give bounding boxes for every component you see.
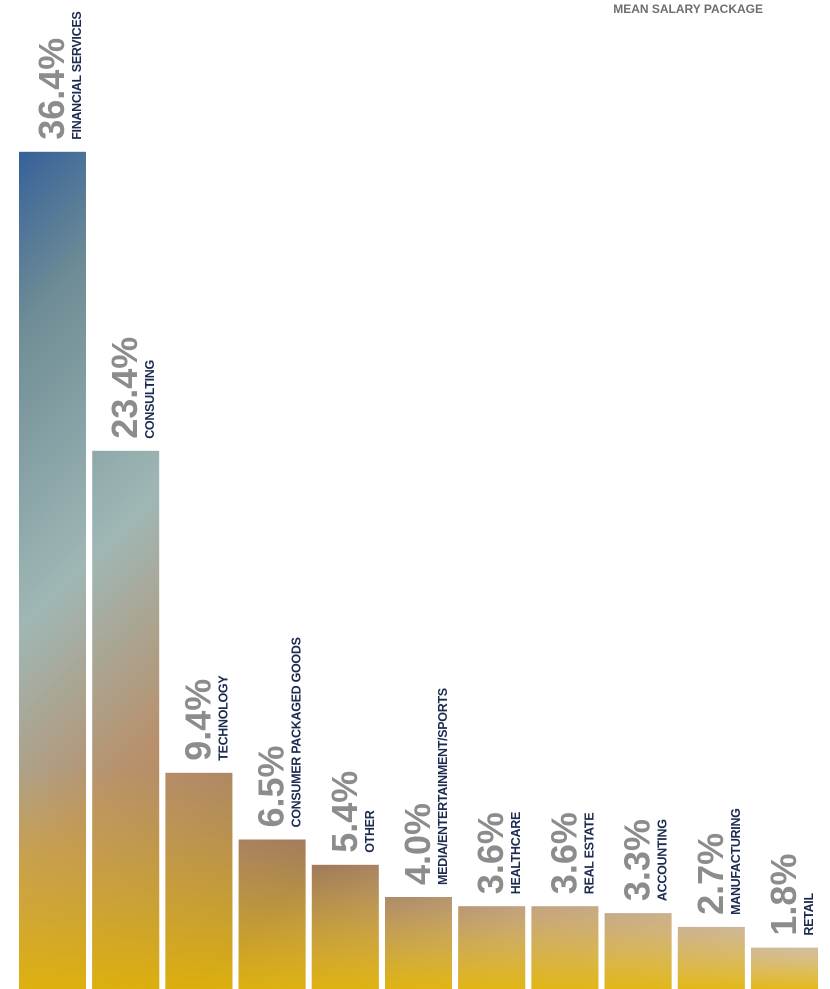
bar-flowers	[531, 906, 599, 989]
value-label: 23.4%	[104, 337, 145, 439]
value-label: 9.4%	[177, 679, 218, 761]
category-label: MEDIA/ENTERTAINMENT/SPORTS	[436, 688, 450, 885]
category-label: OTHER	[363, 810, 377, 853]
bar-flowers	[385, 897, 452, 989]
category-label: CONSUMER PACKAGED GOODS	[290, 637, 304, 827]
category-label: REAL ESTATE	[582, 813, 596, 894]
category-label: ACCOUNTING	[656, 819, 670, 901]
bar-flowers	[604, 913, 672, 989]
bar-flowers	[751, 947, 818, 989]
bar-flowers	[677, 926, 745, 989]
bar-flowers	[165, 772, 233, 989]
bar-flowers	[311, 864, 379, 989]
value-label: 36.4%	[31, 38, 72, 140]
category-label: FINANCIAL SERVICES	[70, 12, 84, 140]
bar-flowers	[19, 769, 86, 989]
bar-flowers	[92, 769, 160, 989]
value-label: 4.0%	[397, 803, 438, 885]
value-label: 3.3%	[617, 819, 658, 901]
value-label: 2.7%	[690, 833, 731, 915]
category-label: CONSULTING	[143, 360, 157, 439]
category-label: MANUFACTURING	[729, 808, 743, 915]
value-label: 3.6%	[543, 812, 584, 894]
category-label: RETAIL	[802, 893, 816, 936]
value-label: 1.8%	[763, 854, 804, 936]
bar-flowers	[458, 906, 526, 989]
value-label: 6.5%	[251, 745, 292, 827]
category-label: TECHNOLOGY	[216, 675, 230, 761]
value-label: 5.4%	[324, 771, 365, 853]
value-label: 3.6%	[470, 812, 511, 894]
bar-flowers	[238, 839, 306, 989]
annotation: MEAN SALARY PACKAGE	[613, 2, 763, 16]
category-label: HEALTHCARE	[509, 812, 523, 894]
